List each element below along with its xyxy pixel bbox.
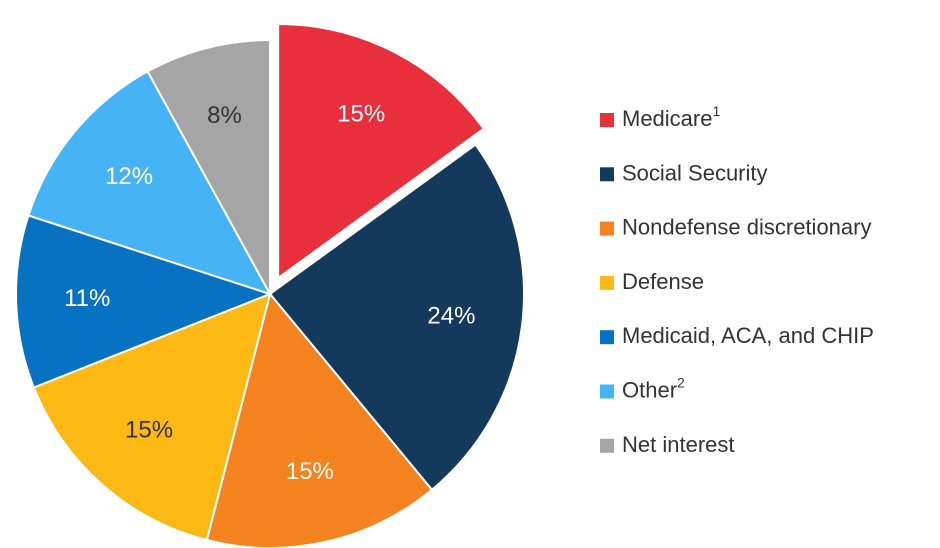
legend-text: Social Security [622, 160, 768, 185]
pie-slice [205, 291, 434, 548]
legend-label: Medicaid, ACA, and CHIP [622, 323, 874, 348]
legend-text: Medicaid, ACA, and CHIP [622, 323, 874, 348]
data-label: 15% [337, 100, 385, 127]
pie-slice [268, 143, 525, 492]
data-label: 15% [125, 417, 173, 444]
legend-text: Defense [622, 269, 704, 294]
legend-superscript: 1 [712, 103, 720, 119]
legend-label: Other2 [622, 374, 685, 402]
legend-label: Net interest [622, 432, 735, 457]
data-label: 15% [286, 458, 334, 485]
legend-text: Nondefense discretionary [622, 214, 871, 239]
pie-slice [27, 70, 273, 296]
legend-swatch [600, 275, 614, 290]
data-label: 11% [64, 285, 110, 312]
legend-superscript: 2 [677, 374, 685, 390]
data-label: 24% [427, 302, 475, 329]
legend-label: Medicare1 [622, 103, 720, 131]
pie-slice [146, 38, 271, 295]
legend-text: Net interest [622, 432, 735, 457]
legend-text: Medicare [622, 106, 712, 131]
data-label: 12% [105, 163, 153, 190]
legend-swatch [600, 384, 614, 399]
legend-swatch [600, 113, 614, 127]
legend-swatch [600, 221, 614, 236]
legend-swatch [600, 438, 614, 453]
legend-label: Nondefense discretionary [622, 214, 871, 239]
pie-slice [32, 292, 272, 542]
data-label: 8% [207, 102, 242, 129]
legend-label: Defense [622, 269, 704, 294]
legend-swatch [600, 330, 614, 345]
pie-slice [277, 22, 486, 280]
legend-label: Social Security [622, 160, 768, 185]
legend-swatch [600, 167, 614, 182]
legend-text: Other [622, 377, 677, 402]
pie-slice [15, 214, 273, 389]
